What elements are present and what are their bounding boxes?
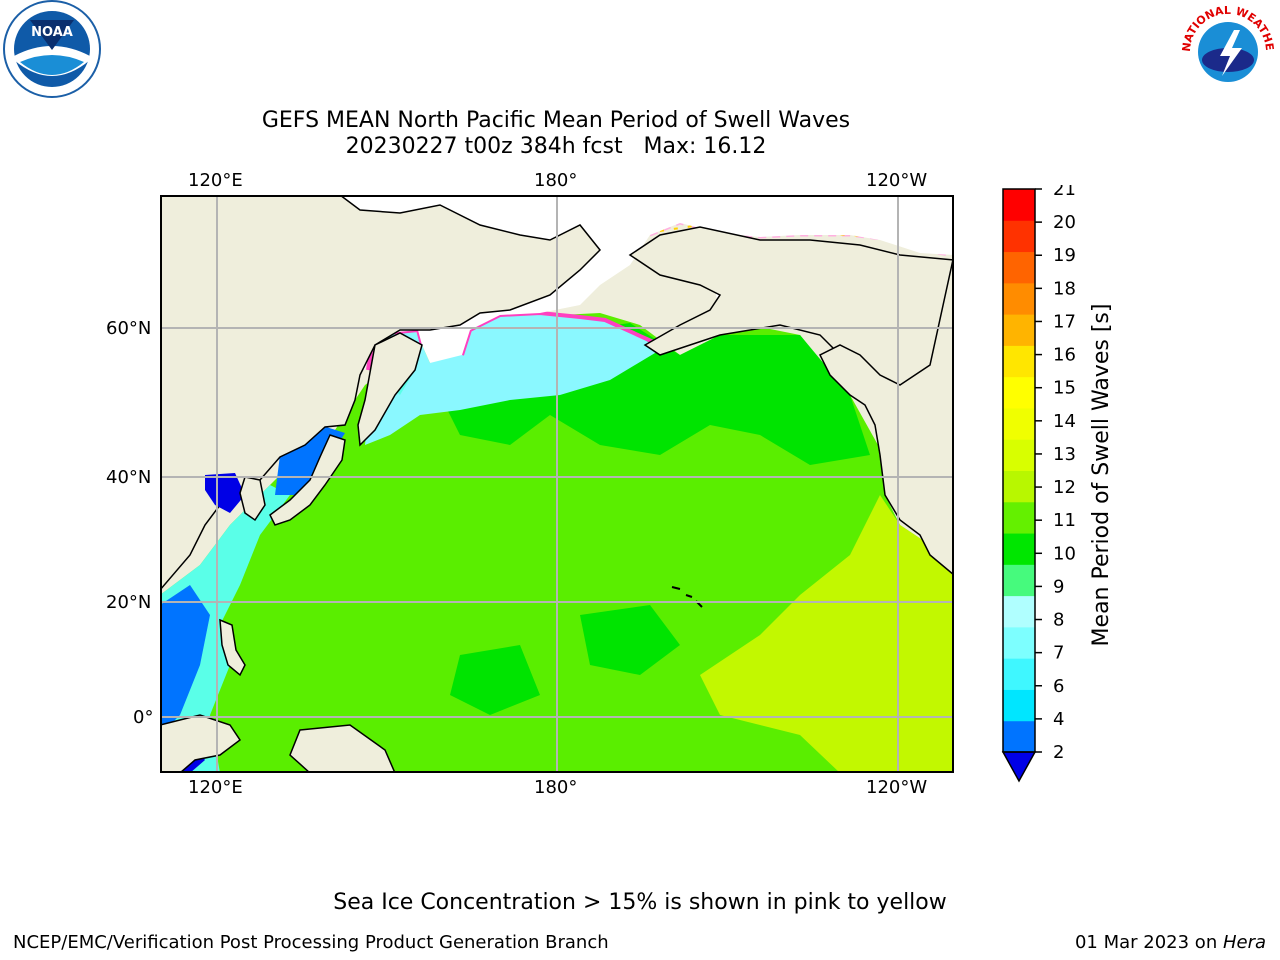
- footer-host: Hera: [1222, 932, 1266, 953]
- colorbar-segment: [1003, 220, 1035, 253]
- title-line-2: 20230227 t00z 384h fcst Max: 16.12: [345, 134, 767, 159]
- colorbar-tick-label: 6: [1053, 676, 1064, 697]
- lat-tick-0: 0°: [133, 707, 154, 728]
- colorbar-segments: [1003, 189, 1035, 753]
- lon-tick-bottom-120e: 120°E: [188, 777, 243, 798]
- colorbar-tick-label: 9: [1053, 576, 1064, 597]
- colorbar-segment: [1003, 470, 1035, 503]
- noaa-logo-text: NOAA: [31, 25, 73, 40]
- colorbar-tick-label: 15: [1053, 378, 1076, 399]
- graticule: [160, 195, 954, 773]
- sea-ice-edge-arctic: [649, 221, 951, 257]
- land-north-america: [818, 254, 954, 576]
- colorbar-segment: [1003, 314, 1035, 346]
- ocean-green-patch-3: [450, 645, 540, 715]
- colorbar-segment: [1003, 689, 1035, 722]
- colorbar: 2 4 6 7 8 9 10 11 12 13 14 15 16 17 18 19 20 21 Mean Peri…: [1001, 185, 1114, 783]
- colorbar-tick-label: 11: [1053, 510, 1076, 531]
- colorbar-tick-label: 20: [1053, 212, 1076, 233]
- colorbar-under-triangle: [1001, 751, 1037, 783]
- lat-tick-20n: 20°N: [106, 592, 152, 613]
- colorbar-tick-label: 10: [1053, 543, 1076, 564]
- ocean-green-patch-2: [580, 605, 680, 675]
- lon-tick-top-120e: 120°E: [188, 170, 243, 191]
- colorbar-tick-label: 21: [1053, 185, 1076, 200]
- sea-ice-note: Sea Ice Concentration > 15% is shown in …: [0, 890, 1280, 915]
- lon-tick-top-120w: 120°W: [866, 170, 928, 191]
- footer-date: 01 Mar 2023 on Hera: [1075, 932, 1266, 953]
- colorbar-tick-label: 16: [1053, 345, 1076, 366]
- colorbar-tick-label: 2: [1053, 742, 1064, 763]
- footer-date-text: 01 Mar 2023 on: [1074, 932, 1223, 953]
- colorbar-segment: [1003, 720, 1035, 753]
- colorbar-ticks: 2 4 6 7 8 9 10 11 12 13 14 15 16 17 18 19 20 21: [1035, 185, 1076, 763]
- ocean-cyan-okhotsk: [365, 313, 660, 445]
- colorbar-segment: [1003, 564, 1035, 597]
- colorbar-tick-label: 4: [1053, 709, 1064, 730]
- colorbar-segment: [1003, 595, 1035, 628]
- nws-logo: NATIONAL WEATHER SERVICE: [1176, 0, 1276, 98]
- ocean-yellow-region: [700, 495, 954, 773]
- colorbar-tick-label: 17: [1053, 311, 1076, 332]
- colorbar-segment: [1003, 501, 1035, 534]
- colorbar-tick-label: 8: [1053, 610, 1064, 631]
- colorbar-segment: [1003, 626, 1035, 659]
- ocean-blue-west: [160, 585, 210, 735]
- lat-tick-60n: 60°N: [106, 318, 152, 339]
- colorbar-tick-label: 14: [1053, 411, 1076, 432]
- land-kamchatka: [357, 332, 423, 447]
- colorbar-segment: [1003, 251, 1035, 284]
- lat-tick-40n: 40°N: [106, 467, 152, 488]
- ocean-yellow-sea: [205, 473, 245, 513]
- lon-tick-top-180: 180°: [534, 170, 578, 191]
- colorbar-segment: [1003, 407, 1035, 440]
- colorbar-tick-label: 12: [1053, 477, 1076, 498]
- colorbar-segment: [1003, 376, 1035, 409]
- colorbar-frame: [1002, 188, 1036, 753]
- colorbar-label: Mean Period of Swell Waves [s]: [1089, 304, 1114, 647]
- lon-tick-bottom-180: 180°: [534, 777, 578, 798]
- footer-branch: NCEP/EMC/Verification Post Processing Pr…: [13, 932, 609, 953]
- colorbar-segment: [1003, 439, 1035, 471]
- colorbar-segment: [1003, 189, 1035, 221]
- ocean-cyan-west: [160, 485, 290, 773]
- title-line-1: GEFS MEAN North Pacific Mean Period of S…: [261, 108, 851, 133]
- colorbar-tick-label: 19: [1053, 245, 1076, 266]
- land-new-guinea: [289, 724, 396, 773]
- wave-period-map: [160, 195, 954, 773]
- colorbar-segment: [1003, 533, 1035, 565]
- map-frame: [160, 195, 954, 773]
- sea-ice-note-text: Sea Ice Concentration > 15% is shown in …: [333, 890, 947, 915]
- colorbar-segment: [1003, 282, 1035, 315]
- colorbar-segment: [1003, 345, 1035, 378]
- colorbar-tick-label: 18: [1053, 278, 1076, 299]
- land-philippines: [219, 618, 246, 677]
- noaa-logo: NOAA: [3, 0, 101, 98]
- lon-tick-bottom-120w: 120°W: [866, 777, 928, 798]
- colorbar-segment: [1003, 658, 1035, 690]
- colorbar-tick-label: 13: [1053, 444, 1076, 465]
- land-korea: [239, 476, 266, 522]
- colorbar-tick-label: 7: [1053, 643, 1064, 664]
